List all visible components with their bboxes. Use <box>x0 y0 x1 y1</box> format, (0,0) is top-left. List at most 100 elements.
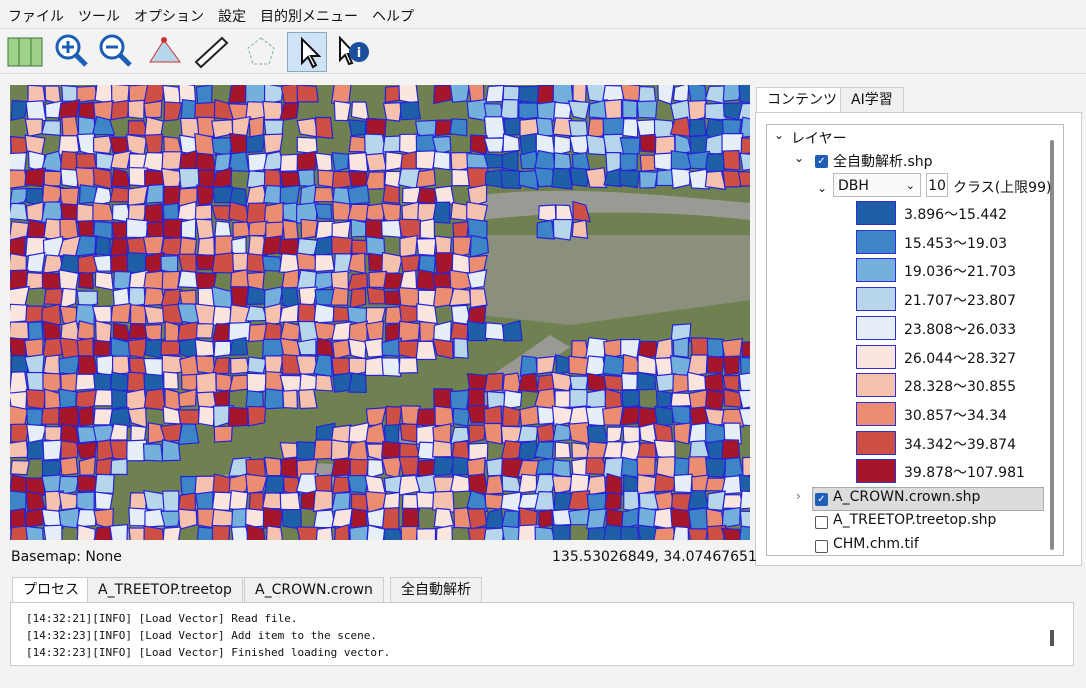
measure-area-button[interactable] <box>146 32 184 70</box>
crown-polygon <box>348 135 367 153</box>
crown-polygon <box>160 510 182 528</box>
log-line: [14:32:23][INFO] [Load Vector] Finished … <box>26 646 391 659</box>
crown-polygon <box>232 252 249 272</box>
crown-polygon <box>449 389 470 411</box>
crown-polygon <box>59 337 80 360</box>
scrollbar[interactable] <box>1050 630 1054 646</box>
crown-polygon <box>282 219 299 241</box>
crown-polygon <box>10 187 31 207</box>
crown-polygon <box>519 405 540 427</box>
crown-polygon <box>501 525 523 540</box>
layer-name: A_TREETOP.treetop.shp <box>833 512 997 528</box>
crown-polygon <box>263 456 283 477</box>
crown-polygon <box>419 218 436 240</box>
crown-polygon <box>95 152 115 171</box>
crown-polygon <box>279 441 299 460</box>
class-count-input[interactable]: 10 <box>926 173 948 197</box>
tab[interactable]: コンテンツ <box>756 87 848 112</box>
legend-swatch[interactable] <box>856 315 896 340</box>
legend-swatch[interactable] <box>856 287 896 312</box>
expander[interactable]: ⌄ <box>774 128 785 142</box>
crown-polygon <box>313 236 335 257</box>
crown-polygon <box>278 303 300 324</box>
crown-polygon <box>721 506 741 529</box>
crown-polygon <box>26 251 46 273</box>
crown-polygon <box>41 459 63 477</box>
crown-polygon <box>227 406 249 428</box>
crown-polygon <box>312 489 333 513</box>
crown-polygon <box>706 337 724 359</box>
crown-polygon <box>280 85 300 106</box>
legend-swatch[interactable] <box>856 373 896 398</box>
crown-polygon <box>383 528 404 540</box>
layer-checkbox[interactable] <box>815 540 828 553</box>
layer-checkbox[interactable]: ✓ <box>815 155 828 168</box>
polygon-button[interactable] <box>242 32 280 70</box>
crown-polygon <box>670 405 691 426</box>
menu-item[interactable]: ファイル <box>8 9 64 25</box>
crown-polygon <box>332 339 351 360</box>
legend-swatch[interactable] <box>856 201 896 225</box>
crown-polygon <box>10 355 29 375</box>
crown-polygon <box>27 85 46 104</box>
expander[interactable]: › <box>796 489 801 503</box>
crown-polygon <box>27 321 44 342</box>
tab[interactable]: プロセス <box>12 577 90 602</box>
crown-polygon <box>125 218 149 239</box>
legend-swatch[interactable] <box>856 401 896 426</box>
tab[interactable]: A_CROWN.crown <box>244 577 384 602</box>
crown-polygon <box>194 204 213 221</box>
crown-polygon <box>315 374 334 392</box>
menu-item[interactable]: 目的別メニュー <box>260 9 358 25</box>
layer-checkbox[interactable]: ✓ <box>815 493 828 506</box>
menu-item[interactable]: ヘルプ <box>372 9 414 25</box>
field-dropdown[interactable]: DBH ⌄ <box>833 173 921 197</box>
map-view[interactable] <box>10 85 750 540</box>
crown-polygon <box>211 508 234 528</box>
ruler-button[interactable] <box>192 32 230 70</box>
select-button[interactable] <box>287 32 327 72</box>
crown-polygon <box>536 422 556 443</box>
crown-polygon <box>398 474 420 496</box>
crown-polygon <box>211 524 231 540</box>
crown-polygon <box>279 153 299 172</box>
crown-polygon <box>59 422 80 444</box>
crown-polygon <box>552 218 574 241</box>
menu-item[interactable]: オプション <box>134 9 204 25</box>
legend-swatch[interactable] <box>856 229 896 254</box>
legend-swatch[interactable] <box>856 344 896 369</box>
expander[interactable]: ⌄ <box>817 181 828 195</box>
crown-polygon <box>331 170 352 190</box>
legend-swatch[interactable] <box>856 430 896 455</box>
menu-item[interactable]: ツール <box>78 9 120 25</box>
crown-polygon <box>282 389 299 409</box>
crown-polygon <box>75 166 96 189</box>
crown-polygon <box>622 99 638 119</box>
crown-polygon <box>299 372 319 392</box>
zoom-in-button[interactable] <box>52 32 90 70</box>
crown-polygon <box>177 321 199 341</box>
crown-polygon <box>282 476 301 497</box>
crown-polygon <box>414 119 438 138</box>
tab[interactable]: A_TREETOP.treetop <box>87 577 243 602</box>
crown-polygon <box>434 235 453 255</box>
crown-polygon <box>10 490 27 513</box>
crown-polygon <box>60 168 81 188</box>
map-button[interactable] <box>6 32 44 70</box>
crown-polygon <box>467 184 488 207</box>
legend-swatch[interactable] <box>856 258 896 283</box>
crown-polygon <box>569 388 590 409</box>
menu-item[interactable]: 設定 <box>218 9 246 25</box>
crown-polygon <box>536 219 555 240</box>
tab[interactable]: 全自動解析 <box>390 577 482 602</box>
zoom-out-button[interactable] <box>96 32 134 70</box>
expander[interactable]: ⌄ <box>794 151 805 165</box>
crown-polygon <box>78 455 97 476</box>
info-button[interactable]: i <box>334 32 372 70</box>
legend-swatch[interactable] <box>856 459 896 484</box>
crown-polygon <box>262 100 283 121</box>
crown-polygon <box>738 372 750 392</box>
layer-checkbox[interactable] <box>815 516 828 529</box>
scrollbar[interactable] <box>1050 140 1054 550</box>
tab[interactable]: AI学習 <box>840 87 904 112</box>
